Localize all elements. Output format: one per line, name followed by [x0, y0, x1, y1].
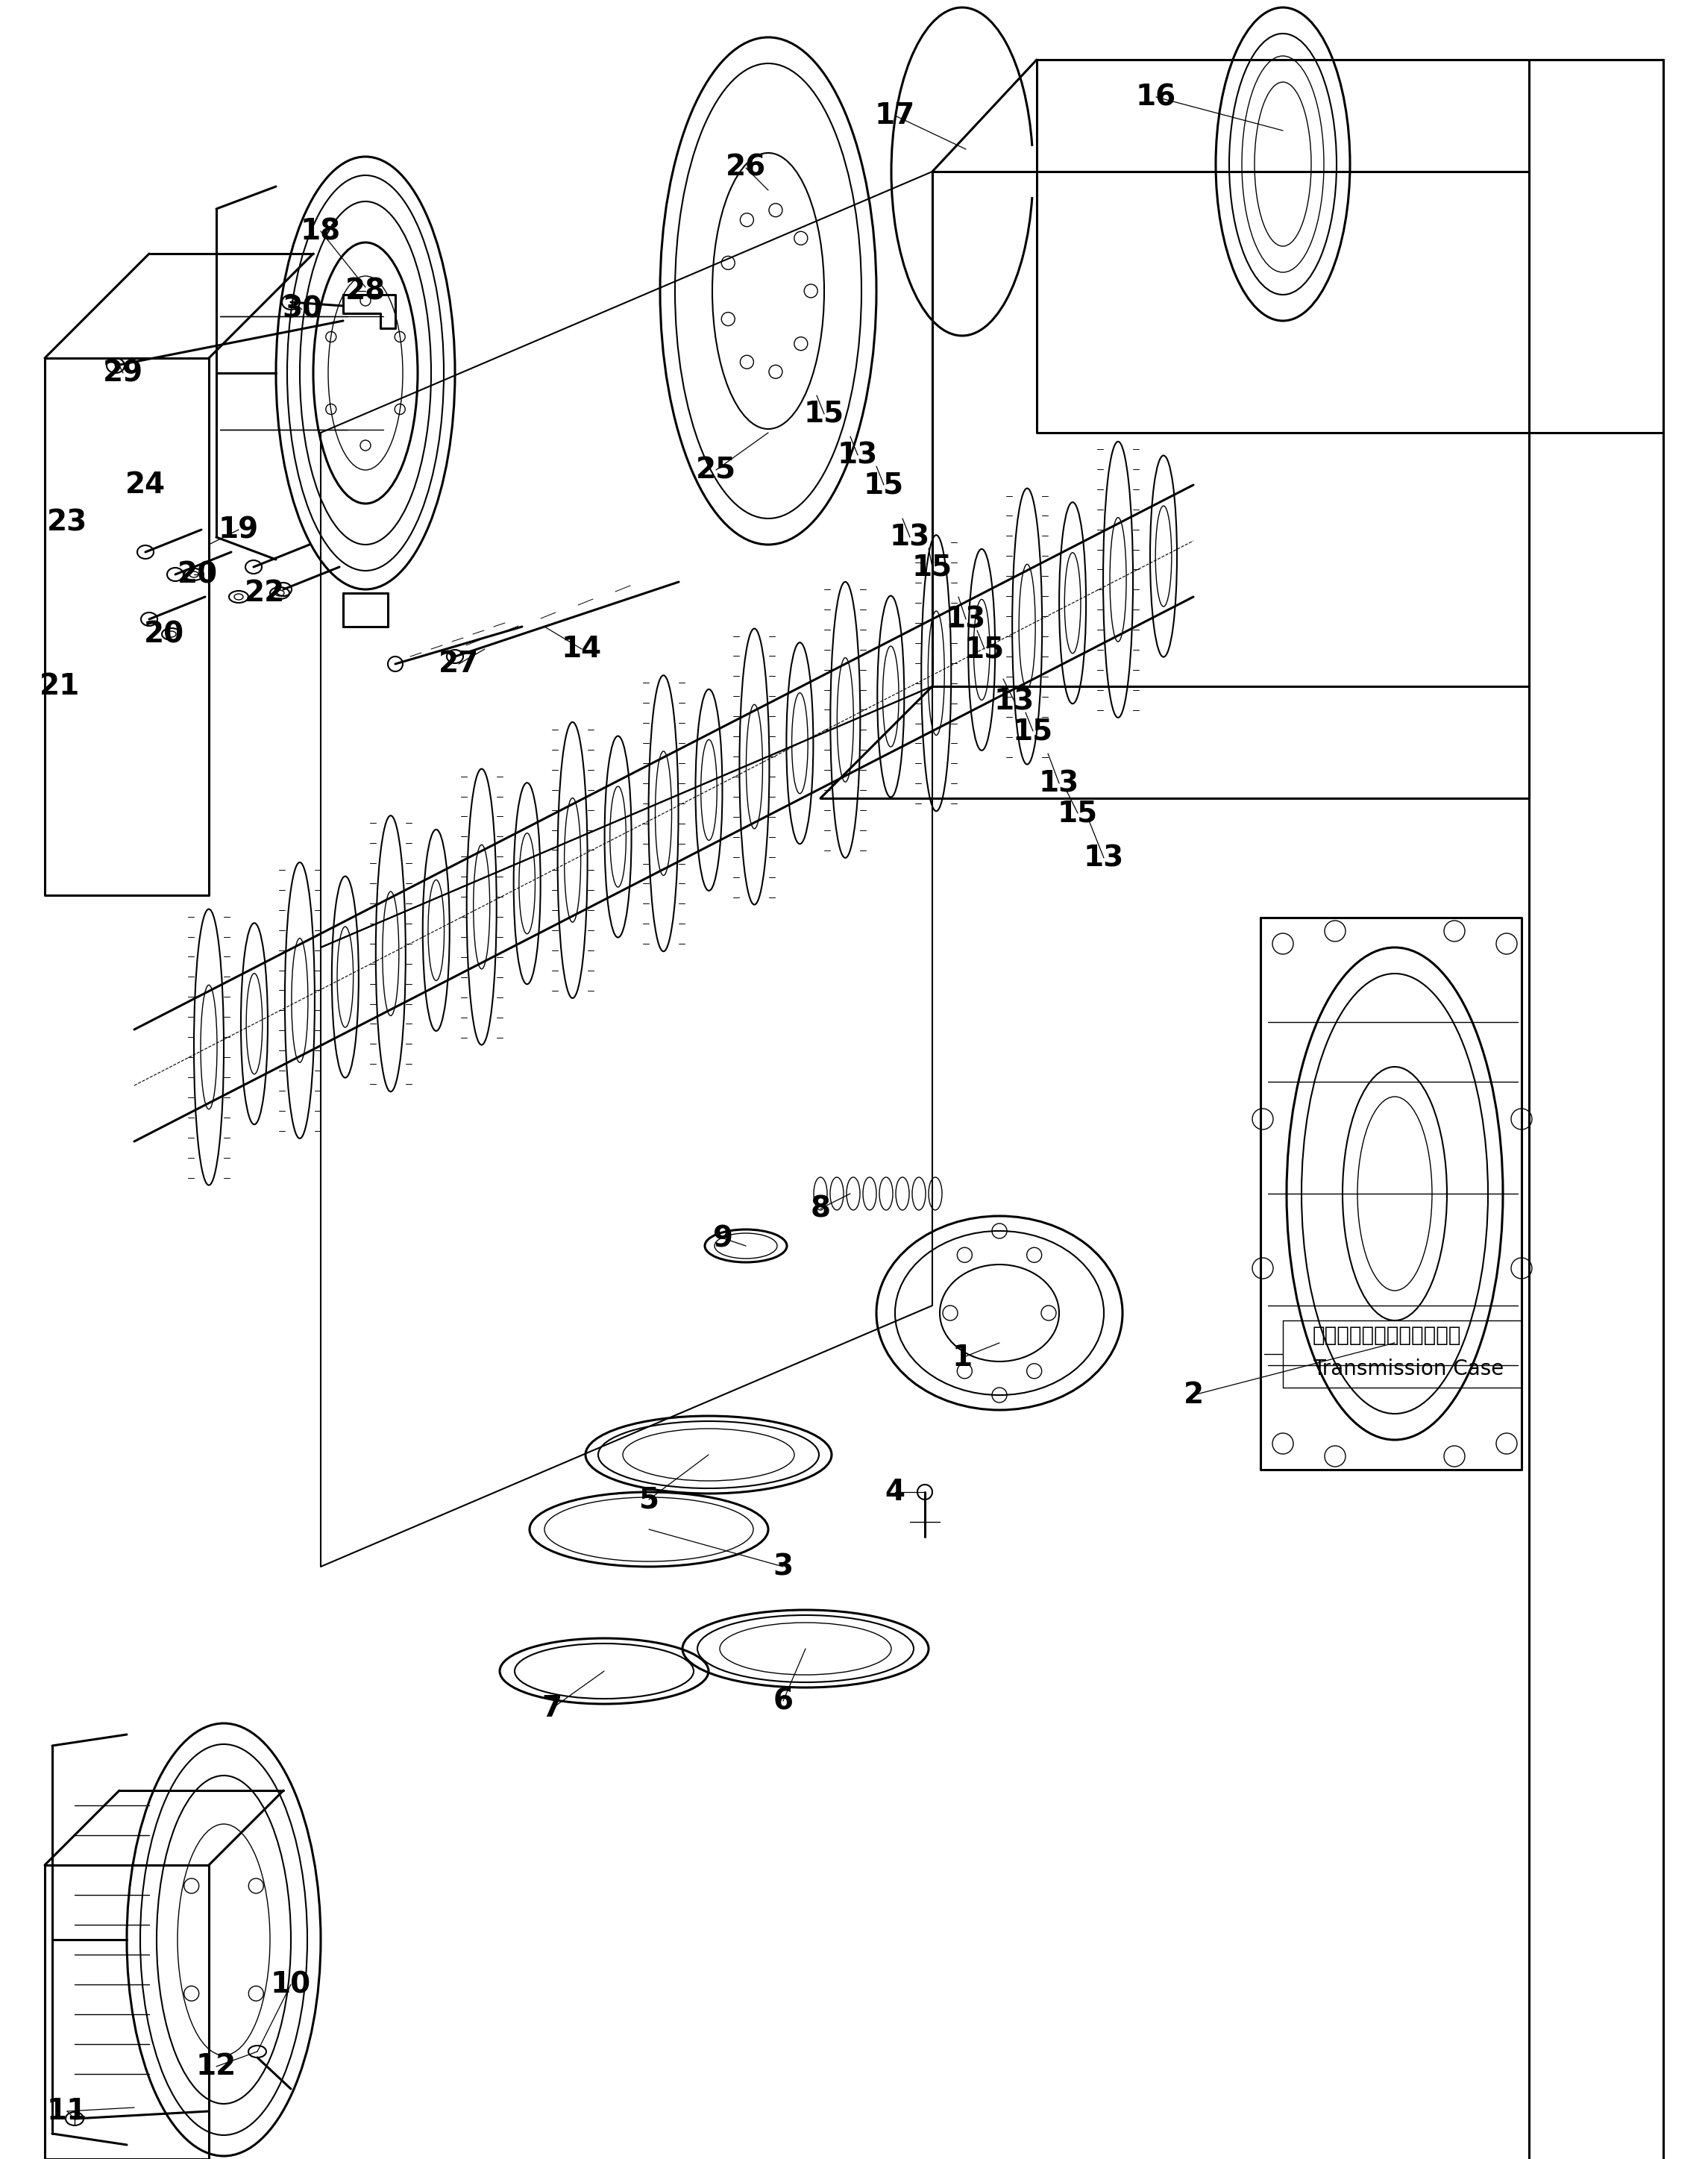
Text: 14: 14	[562, 635, 601, 663]
Text: 15: 15	[912, 553, 953, 581]
Text: 17: 17	[874, 101, 915, 130]
Text: 12: 12	[196, 2053, 236, 2081]
Text: 11: 11	[46, 2096, 87, 2124]
Text: 15: 15	[1013, 717, 1054, 745]
Text: 7: 7	[541, 1695, 562, 1723]
Text: 13: 13	[1038, 769, 1079, 797]
Text: 5: 5	[639, 1485, 659, 1513]
Text: 26: 26	[726, 153, 765, 181]
Text: 20: 20	[143, 620, 184, 648]
Text: 13: 13	[1083, 844, 1124, 872]
Text: 3: 3	[774, 1552, 793, 1580]
Text: 13: 13	[890, 522, 931, 551]
Text: 13: 13	[994, 687, 1035, 715]
Text: 19: 19	[219, 516, 260, 544]
Text: 4: 4	[885, 1479, 905, 1507]
Text: 20: 20	[178, 561, 219, 589]
Text: 6: 6	[774, 1686, 793, 1714]
Text: 25: 25	[695, 456, 736, 484]
Text: 28: 28	[345, 276, 386, 304]
Text: 24: 24	[125, 471, 166, 499]
Text: トランスミッションケース: トランスミッションケース	[1313, 1326, 1462, 1345]
Text: 15: 15	[864, 471, 904, 499]
Text: 2: 2	[1184, 1382, 1204, 1410]
Text: 15: 15	[804, 399, 844, 427]
Text: 27: 27	[439, 650, 478, 678]
Text: 21: 21	[39, 671, 80, 700]
Text: Transmission Case: Transmission Case	[1313, 1358, 1503, 1380]
Text: 1: 1	[951, 1343, 972, 1371]
Text: 29: 29	[102, 358, 143, 386]
Text: 13: 13	[946, 605, 986, 633]
Text: 23: 23	[46, 507, 87, 535]
Text: 22: 22	[244, 579, 285, 607]
Text: 9: 9	[714, 1224, 733, 1252]
Text: 13: 13	[837, 440, 878, 469]
Text: 8: 8	[810, 1194, 830, 1222]
Text: 30: 30	[282, 296, 323, 324]
Text: 18: 18	[301, 218, 342, 246]
Text: 10: 10	[270, 1971, 311, 1999]
Text: 16: 16	[1136, 82, 1177, 110]
Text: 15: 15	[1057, 799, 1098, 827]
Text: 15: 15	[965, 635, 1004, 663]
